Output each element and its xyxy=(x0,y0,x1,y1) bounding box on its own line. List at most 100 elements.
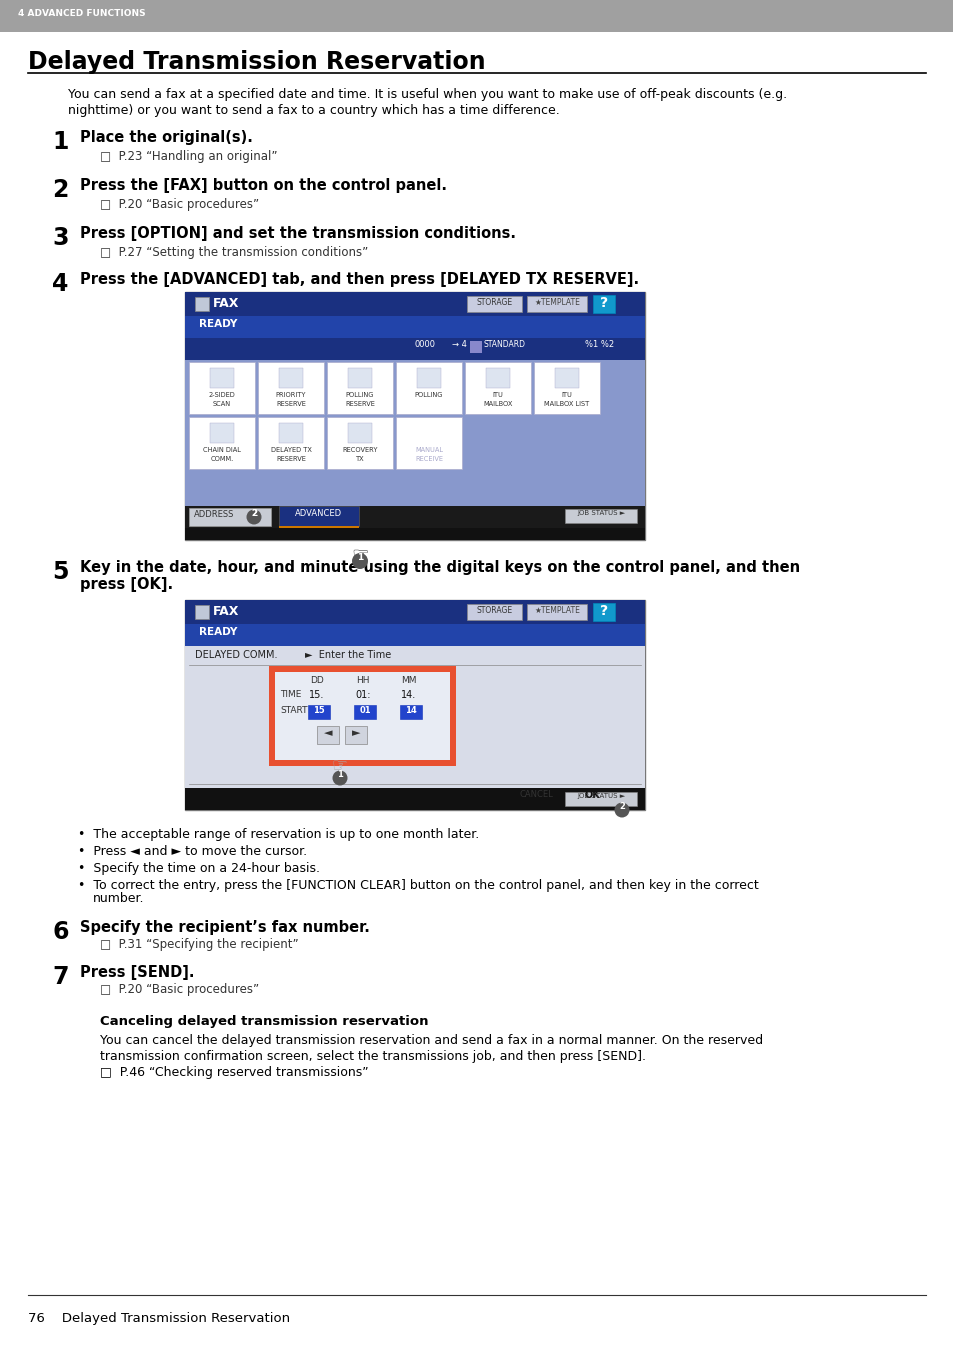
Bar xyxy=(416,367,440,388)
Text: Delayed Transmission Reservation: Delayed Transmission Reservation xyxy=(28,50,485,74)
Bar xyxy=(348,423,372,443)
Text: %1 %2: %1 %2 xyxy=(584,340,614,349)
Bar xyxy=(257,417,324,469)
Bar xyxy=(189,508,271,526)
Bar xyxy=(278,507,358,526)
Text: RESERVE: RESERVE xyxy=(275,457,306,462)
Bar xyxy=(526,604,586,620)
Text: nighttime) or you want to send a fax to a country which has a time difference.: nighttime) or you want to send a fax to … xyxy=(68,104,559,118)
Text: HH: HH xyxy=(355,676,370,685)
Text: 76    Delayed Transmission Reservation: 76 Delayed Transmission Reservation xyxy=(28,1312,290,1325)
Text: transmission confirmation screen, select the transmissions job, and then press [: transmission confirmation screen, select… xyxy=(100,1050,645,1063)
Text: ►  Enter the Time: ► Enter the Time xyxy=(305,650,391,661)
Bar xyxy=(257,362,324,413)
Bar xyxy=(555,367,578,388)
Text: □  P.46 “Checking reserved transmissions”: □ P.46 “Checking reserved transmissions” xyxy=(100,1066,368,1079)
Text: 01:: 01: xyxy=(355,690,371,700)
Text: OK: OK xyxy=(583,790,599,800)
Bar xyxy=(395,362,461,413)
Circle shape xyxy=(246,509,261,524)
Text: 4 ADVANCED FUNCTIONS: 4 ADVANCED FUNCTIONS xyxy=(18,9,146,18)
Text: ☞: ☞ xyxy=(332,757,348,774)
Text: JOB STATUS ►: JOB STATUS ► xyxy=(577,793,624,798)
Text: ★TEMPLATE: ★TEMPLATE xyxy=(534,607,579,615)
Text: Press the [FAX] button on the control panel.: Press the [FAX] button on the control pa… xyxy=(80,178,447,193)
Text: •  The acceptable range of reservation is up to one month later.: • The acceptable range of reservation is… xyxy=(78,828,478,842)
Text: CANCEL: CANCEL xyxy=(518,790,553,798)
Text: 2: 2 xyxy=(618,802,624,811)
Text: ◄: ◄ xyxy=(323,728,332,738)
Text: STANDARD: STANDARD xyxy=(483,340,525,349)
Bar xyxy=(0,0,953,32)
Text: 4: 4 xyxy=(52,272,69,296)
Bar xyxy=(185,600,644,811)
Bar xyxy=(504,788,566,807)
Bar xyxy=(278,526,358,530)
Text: You can cancel the delayed transmission reservation and send a fax in a normal m: You can cancel the delayed transmission … xyxy=(100,1034,762,1047)
Text: 14.: 14. xyxy=(401,690,416,700)
Text: 3: 3 xyxy=(52,226,69,250)
Text: press [OK].: press [OK]. xyxy=(80,577,172,592)
Text: □  P.20 “Basic procedures”: □ P.20 “Basic procedures” xyxy=(100,984,259,996)
Text: COMM.: COMM. xyxy=(211,457,233,462)
Bar xyxy=(526,296,586,312)
Text: RECEIVE: RECEIVE xyxy=(415,457,442,462)
Bar xyxy=(269,666,456,766)
Text: ?: ? xyxy=(599,296,607,309)
Text: SCAN: SCAN xyxy=(213,401,231,407)
Text: □  P.27 “Setting the transmission conditions”: □ P.27 “Setting the transmission conditi… xyxy=(100,246,368,259)
Text: Press [SEND].: Press [SEND]. xyxy=(80,965,194,979)
Bar xyxy=(467,296,521,312)
Text: FAX: FAX xyxy=(213,605,239,617)
Text: 14: 14 xyxy=(405,707,416,715)
Text: ☞: ☞ xyxy=(351,546,369,565)
Bar xyxy=(185,624,644,646)
Text: 1: 1 xyxy=(52,130,69,154)
Text: •  Press ◄ and ► to move the cursor.: • Press ◄ and ► to move the cursor. xyxy=(78,844,307,858)
Bar xyxy=(593,603,615,621)
Text: FAX: FAX xyxy=(213,297,239,309)
Text: TX: TX xyxy=(355,457,364,462)
Text: 2-SIDED: 2-SIDED xyxy=(209,392,235,399)
Text: → 4: → 4 xyxy=(452,340,466,349)
Text: You can send a fax at a specified date and time. It is useful when you want to m: You can send a fax at a specified date a… xyxy=(68,88,786,101)
Text: 15.: 15. xyxy=(309,690,324,700)
Text: ITU: ITU xyxy=(492,392,503,399)
Text: MAILBOX: MAILBOX xyxy=(483,401,512,407)
Text: RESERVE: RESERVE xyxy=(275,401,306,407)
Bar xyxy=(534,362,599,413)
Bar xyxy=(464,362,531,413)
Bar xyxy=(210,423,233,443)
Text: Press the [ADVANCED] tab, and then press [DELAYED TX RESERVE].: Press the [ADVANCED] tab, and then press… xyxy=(80,272,639,286)
Text: MM: MM xyxy=(401,676,416,685)
Bar xyxy=(593,295,615,313)
Text: □  P.23 “Handling an original”: □ P.23 “Handling an original” xyxy=(100,150,277,163)
Text: MAILBOX LIST: MAILBOX LIST xyxy=(544,401,589,407)
Text: ADDRESS: ADDRESS xyxy=(193,509,233,519)
Bar xyxy=(274,671,450,761)
Text: 2: 2 xyxy=(251,509,256,517)
Text: Specify the recipient’s fax number.: Specify the recipient’s fax number. xyxy=(80,920,370,935)
Bar xyxy=(189,417,254,469)
Bar xyxy=(564,509,637,523)
Text: DELAYED COMM.: DELAYED COMM. xyxy=(194,650,277,661)
Text: 6: 6 xyxy=(52,920,69,944)
Text: number.: number. xyxy=(92,892,144,905)
Bar xyxy=(395,417,461,469)
Bar xyxy=(185,292,644,540)
Bar xyxy=(327,417,393,469)
Text: Key in the date, hour, and minute using the digital keys on the control panel, a: Key in the date, hour, and minute using … xyxy=(80,561,800,576)
Text: RECOVERY: RECOVERY xyxy=(342,447,377,453)
Bar xyxy=(194,297,209,311)
Circle shape xyxy=(614,802,629,817)
Text: •  Specify the time on a 24-hour basis.: • Specify the time on a 24-hour basis. xyxy=(78,862,319,875)
Text: CHAIN DIAL: CHAIN DIAL xyxy=(203,447,241,453)
Text: 1: 1 xyxy=(356,553,363,562)
Bar xyxy=(278,367,303,388)
Text: JOB STATUS ►: JOB STATUS ► xyxy=(577,511,624,516)
Text: STORAGE: STORAGE xyxy=(476,299,513,307)
Bar xyxy=(194,605,209,619)
Bar xyxy=(278,423,303,443)
Bar xyxy=(485,367,510,388)
Text: READY: READY xyxy=(199,627,237,638)
